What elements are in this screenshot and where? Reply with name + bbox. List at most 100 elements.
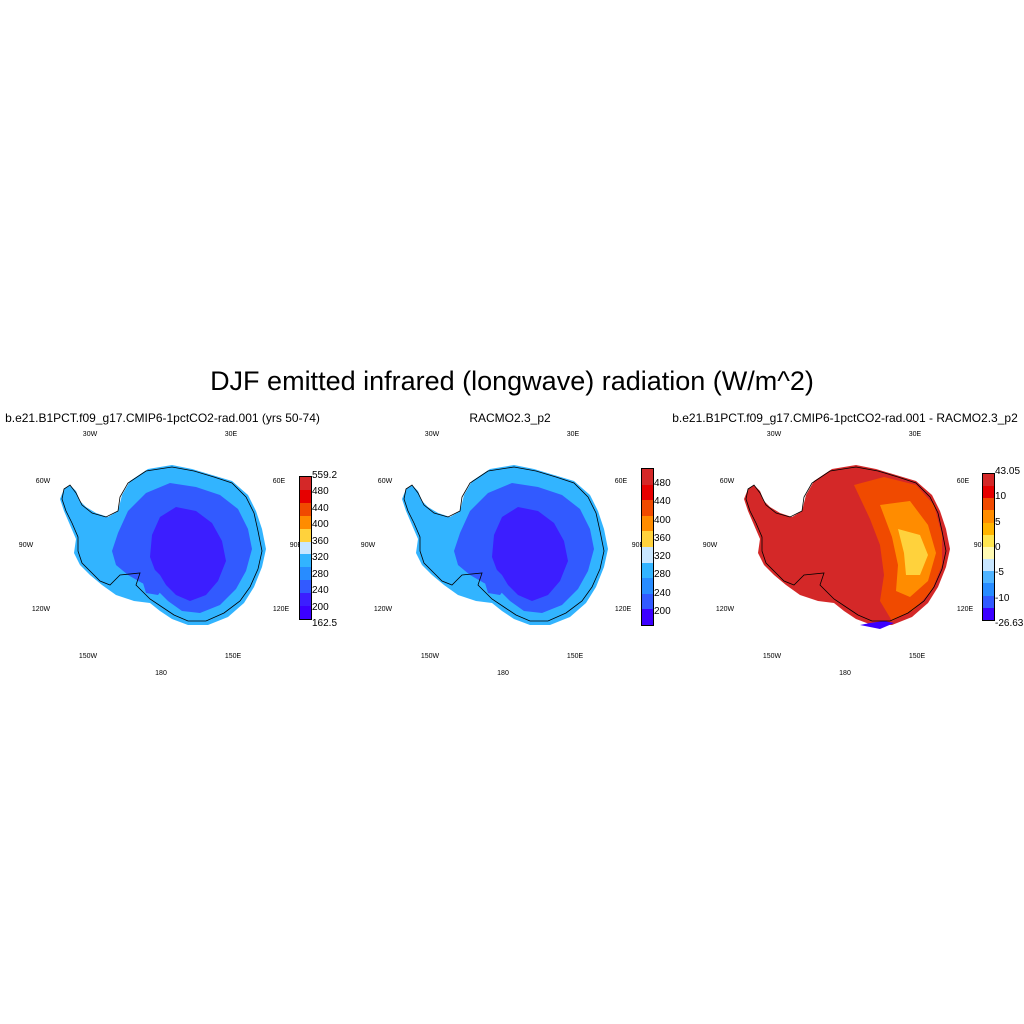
ice-shelf	[140, 565, 166, 595]
panel-3-map: 30W 30E 60W 60E 90W 90E 120W 120E 150W 150E 180	[684, 425, 1024, 685]
colorbar-swatch	[983, 546, 994, 560]
colorbar-tick-label: 162.5	[312, 618, 338, 629]
colorbar-tick-label: 10	[995, 491, 1007, 503]
colorbar-tick-label: 440	[654, 496, 671, 508]
colorbar-swatch	[300, 541, 311, 555]
longitude-label: 150E	[567, 653, 584, 660]
longitude-label: 120E	[615, 606, 632, 613]
longitude-label: 60E	[273, 478, 286, 485]
colorbar-tick-label: 200	[312, 601, 329, 613]
colorbar-swatch	[983, 534, 994, 547]
colorbar-swatch	[642, 578, 653, 594]
longitude-label: 150E	[225, 653, 242, 660]
longitude-label: 30E	[225, 431, 238, 438]
colorbar-swatch	[983, 559, 994, 572]
colorbar-swatch	[300, 489, 311, 503]
longitude-label: 90W	[19, 542, 34, 549]
panel-1-map-svg: 30W 30E 60W 60E 90W 90E 120W 120E 150W 150E 180	[19, 431, 303, 677]
colorbar-swatch	[983, 486, 994, 499]
panel-1-longitude-labels: 30W 30E 60W 60E 90W 90E 120W 120E 150W 150E 180	[19, 431, 303, 677]
colorbar-tick-label: 360	[654, 532, 671, 544]
panel-1-continent	[60, 465, 266, 625]
colorbar-swatch	[300, 567, 311, 581]
coastline	[61, 466, 263, 622]
colorbar-tick-label: 43.05	[995, 466, 1021, 477]
colorbar-tick-label: 320	[312, 552, 329, 564]
longitude-label: 120W	[32, 606, 51, 613]
longitude-label: 60W	[36, 478, 51, 485]
panel-1-colorbar	[299, 476, 312, 620]
panel-3-map-svg: 30W 30E 60W 60E 90W 90E 120W 120E 150W 150E 180	[703, 431, 987, 677]
colorbar-tick-label: 320	[654, 551, 671, 563]
longitude-label: 30W	[767, 431, 782, 438]
colorbar-tick-label: 360	[312, 535, 329, 547]
colorbar-swatch	[300, 528, 311, 542]
longitude-label: 120W	[716, 606, 735, 613]
colorbar-tick-label: 440	[312, 502, 329, 514]
colorbar-swatch	[642, 500, 653, 516]
longitude-label: 90E	[974, 542, 987, 549]
colorbar-swatch	[983, 571, 994, 584]
colorbar-swatch	[300, 580, 311, 594]
figure-title: DJF emitted infrared (longwave) radiatio…	[210, 366, 814, 396]
ice-sheet-interior	[150, 507, 226, 601]
longitude-label: 90E	[290, 542, 303, 549]
colorbar-tick-label: 559.2	[312, 470, 338, 481]
longitude-label: 150W	[79, 653, 98, 660]
panel-3-colorbar	[982, 473, 995, 621]
longitude-label: 60W	[378, 478, 393, 485]
colorbar-tick-label: 480	[312, 486, 329, 498]
longitude-label: 90E	[632, 542, 645, 549]
colorbar-tick-label: -26.63	[995, 618, 1024, 629]
panel-3-longitude-labels: 30W 30E 60W 60E 90W 90E 120W 120E 150W 150E 180	[703, 431, 987, 677]
ice-shelf	[482, 565, 508, 595]
colorbar-tick-label: 400	[654, 514, 671, 526]
colorbar-swatch	[300, 477, 311, 490]
longitude-label: 150W	[763, 653, 782, 660]
longitude-label: 180	[839, 670, 851, 677]
colorbar-swatch	[642, 609, 653, 625]
colorbar-tick-label: -10	[995, 592, 1010, 604]
colorbar-swatch	[300, 554, 311, 568]
colorbar-tick-label: -5	[995, 567, 1004, 579]
colorbar-swatch	[642, 562, 653, 579]
colorbar-swatch	[642, 546, 653, 563]
panel-2-title: RACMO2.3_p2	[469, 411, 551, 425]
longitude-label: 60E	[615, 478, 628, 485]
longitude-label: 90W	[703, 542, 718, 549]
colorbar-tick-label: 280	[654, 569, 671, 581]
panel-1-map: 30W 30E 60W 60E 90W 90E 120W 120E 150W 150E 180	[0, 425, 340, 685]
panel-2-map: 30W 30E 60W 60E 90W 90E 120W 120E 150W 150E 180	[342, 425, 682, 685]
ice-sheet-interior	[492, 507, 568, 601]
longitude-label: 180	[155, 670, 167, 677]
colorbar-swatch	[642, 515, 653, 532]
panel-2-continent	[402, 465, 608, 625]
longitude-label: 30W	[425, 431, 440, 438]
colorbar-swatch	[983, 583, 994, 596]
longitude-label: 60W	[720, 478, 735, 485]
colorbar-tick-label: 280	[312, 568, 329, 580]
colorbar-swatch	[300, 593, 311, 607]
colorbar-swatch	[983, 474, 994, 487]
colorbar-tick-label: 400	[312, 519, 329, 531]
colorbar-swatch	[642, 531, 653, 547]
colorbar-tick-label: 0	[995, 542, 1001, 553]
longitude-label: 120E	[273, 606, 290, 613]
colorbar-swatch	[983, 595, 994, 608]
colorbar-swatch	[983, 522, 994, 535]
longitude-label: 30W	[83, 431, 98, 438]
colorbar-tick-label: 240	[654, 587, 671, 599]
longitude-label: 150W	[421, 653, 440, 660]
longitude-label: 30E	[909, 431, 922, 438]
colorbar-swatch	[300, 502, 311, 516]
longitude-label: 180	[497, 670, 509, 677]
colorbar-swatch	[983, 510, 994, 523]
longitude-label: 30E	[567, 431, 580, 438]
colorbar-tick-label: 5	[995, 516, 1001, 528]
longitude-label: 90W	[361, 542, 376, 549]
colorbar-tick-label: 480	[654, 478, 671, 489]
panel-1-title: b.e21.B1PCT.f09_g17.CMIP6-1pctCO2-rad.00…	[5, 411, 320, 425]
colorbar-tick-label: 240	[312, 585, 329, 597]
longitude-label: 120E	[957, 606, 974, 613]
longitude-label: 60E	[957, 478, 970, 485]
